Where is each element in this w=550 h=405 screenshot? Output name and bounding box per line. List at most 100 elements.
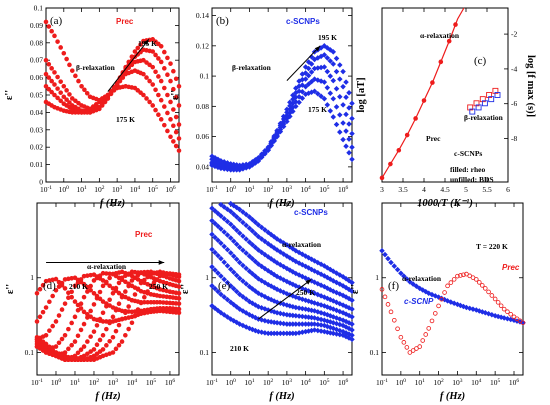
y-axis-label: ε'' — [180, 284, 191, 294]
data-point — [340, 102, 346, 108]
data-point — [379, 287, 385, 292]
data-point — [293, 89, 299, 96]
data-point — [258, 292, 265, 298]
data-point — [227, 221, 234, 227]
data-point — [165, 55, 170, 61]
data-point — [321, 43, 328, 49]
data-point — [305, 254, 312, 261]
data-point — [255, 261, 262, 267]
data-point — [333, 55, 340, 62]
data-point — [173, 301, 179, 306]
data-point — [61, 94, 67, 100]
data-point — [340, 120, 346, 126]
data-point — [37, 286, 43, 292]
data-point — [164, 300, 169, 306]
data-point — [75, 333, 81, 339]
data-point — [337, 308, 343, 315]
data-point — [333, 307, 340, 314]
data-point — [173, 95, 179, 100]
x-tick-label: 5.5 — [482, 185, 492, 194]
data-point — [274, 260, 280, 266]
data-point — [212, 220, 218, 227]
data-point — [265, 254, 271, 260]
data-point — [72, 314, 78, 320]
data-point — [258, 305, 265, 311]
data-point — [164, 280, 169, 286]
data-point — [271, 319, 277, 326]
series-195-k — [209, 43, 355, 169]
data-point — [252, 314, 259, 321]
data-point — [246, 214, 253, 220]
data-point — [93, 96, 99, 102]
data-point — [271, 245, 277, 251]
data-point — [49, 78, 54, 84]
data-point — [69, 276, 74, 281]
data-point — [293, 85, 299, 91]
y-tick-label: 0.05 — [30, 91, 43, 100]
data-point — [142, 277, 147, 283]
data-point — [94, 295, 100, 301]
y-axis-label: log [aT] — [356, 77, 367, 112]
data-point — [262, 251, 268, 258]
data-point — [171, 139, 176, 144]
data-point — [324, 312, 331, 318]
data-point — [165, 128, 170, 134]
annotation: α-relaxation — [87, 262, 127, 271]
data-point — [280, 240, 287, 246]
data-point — [78, 327, 84, 333]
y-axis-label: ε'' — [4, 90, 15, 100]
data-point — [66, 295, 71, 301]
data-point — [153, 107, 158, 113]
data-point — [62, 332, 68, 338]
data-point — [218, 226, 224, 232]
data-point — [333, 315, 340, 321]
data-point — [249, 228, 256, 234]
data-point — [236, 259, 243, 266]
data-point — [88, 357, 93, 363]
data-point — [252, 231, 259, 237]
data-point — [67, 100, 72, 105]
data-point — [88, 272, 93, 278]
data-point — [296, 88, 302, 94]
data-point — [290, 293, 296, 299]
data-point — [81, 344, 87, 349]
data-point — [135, 286, 141, 292]
data-point — [382, 294, 388, 300]
data-point — [209, 283, 215, 289]
data-point — [315, 327, 321, 334]
data-point — [61, 84, 67, 89]
data-point — [107, 283, 112, 289]
data-point — [240, 308, 246, 314]
data-point — [324, 264, 331, 271]
series-210-k — [209, 303, 355, 343]
data-point — [81, 321, 87, 327]
x-axis-label: f (Hz) — [440, 391, 465, 402]
data-point — [218, 240, 224, 246]
data-point — [315, 291, 321, 298]
panel-label: (d) — [43, 280, 56, 292]
data-point — [227, 299, 234, 306]
data-point — [432, 311, 438, 316]
data-point — [49, 66, 54, 71]
x-tick-label: 103 — [452, 378, 463, 387]
data-point — [52, 70, 57, 75]
panel-f: 10-1 100 101 102 103 104 105 106 0.1 1 f (Hz) ε'' (f… — [350, 202, 526, 402]
data-point — [224, 218, 231, 225]
data-point — [305, 288, 312, 294]
data-point — [43, 84, 49, 89]
data-point — [346, 335, 352, 341]
data-point — [246, 253, 253, 259]
data-point — [224, 262, 231, 269]
data-point — [262, 293, 268, 300]
data-point — [343, 94, 349, 101]
data-point — [324, 304, 331, 310]
data-point — [97, 273, 103, 278]
data-point — [315, 280, 321, 287]
data-point — [277, 120, 284, 127]
data-point — [107, 320, 112, 326]
data-point — [233, 272, 240, 279]
data-point — [346, 286, 352, 293]
data-point — [327, 90, 334, 97]
panel-e: 10-1 100 101 102 103 104 105 106 0.1 1 f (Hz) ε'' (e… — [180, 200, 355, 402]
data-point — [299, 273, 306, 280]
